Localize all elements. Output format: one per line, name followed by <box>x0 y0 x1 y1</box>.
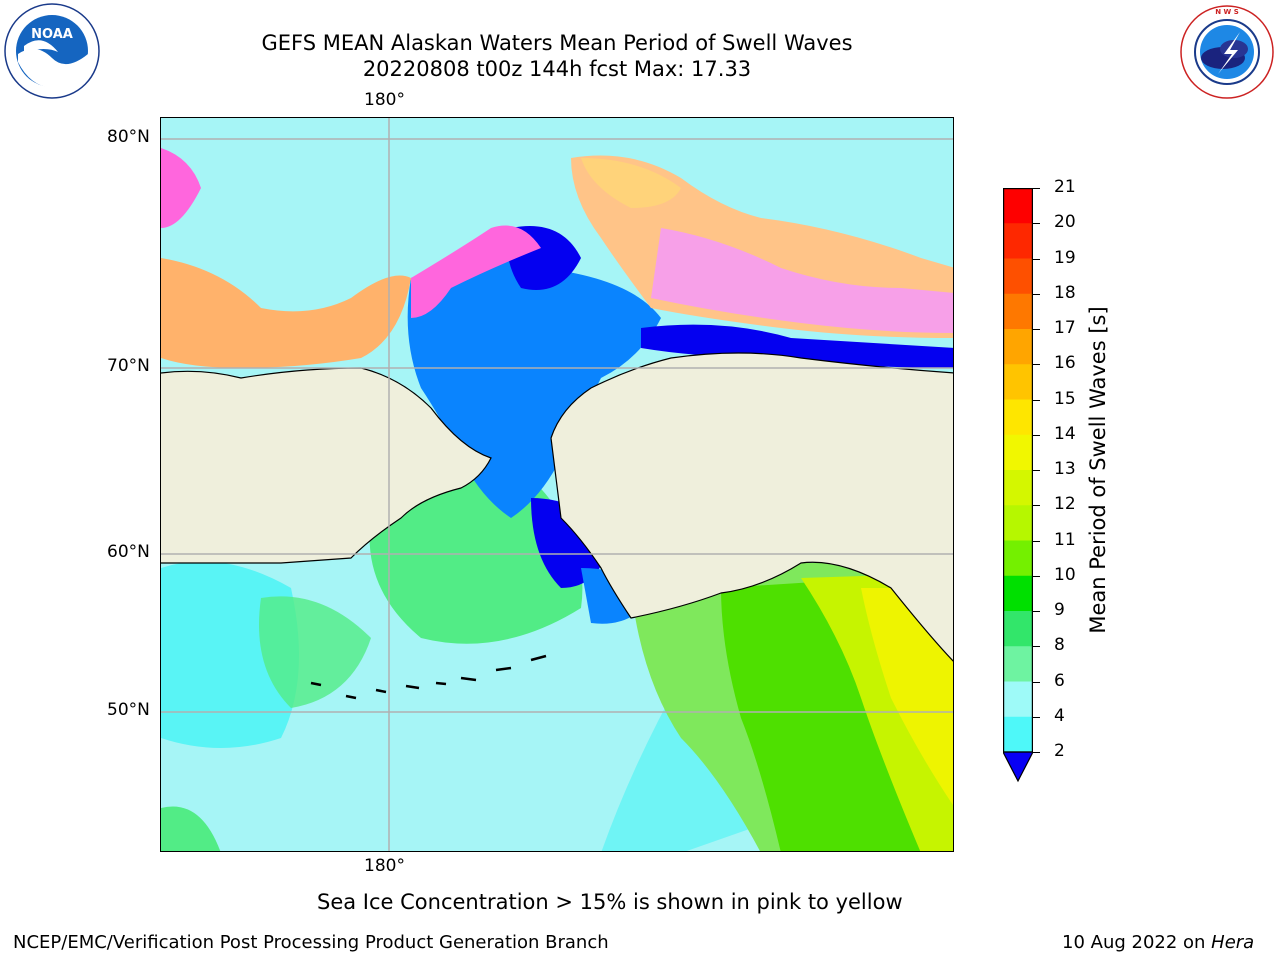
footer-branch: NCEP/EMC/Verification Post Processing Pr… <box>13 932 609 953</box>
colorbar-tick-mark <box>1033 293 1040 295</box>
colorbar-tick-mark <box>1033 505 1040 507</box>
colorbar-band <box>1003 540 1033 577</box>
colorbar-band <box>1003 611 1033 647</box>
noaa-logo: NOAA <box>2 2 102 100</box>
colorbar-tick-mark <box>1033 329 1040 330</box>
colorbar-tick-mark <box>1033 364 1040 366</box>
map-panel <box>160 117 954 852</box>
colorbar-tick-mark <box>1033 646 1040 648</box>
map-title-line1: GEFS MEAN Alaskan Waters Mean Period of … <box>261 31 853 55</box>
colorbar-band <box>1003 188 1033 224</box>
colorbar-tick-mark <box>1033 470 1040 471</box>
colorbar-band <box>1003 646 1033 682</box>
footer-date-text: 10 Aug 2022 on <box>1062 932 1212 953</box>
lon-label-bottom: 180° <box>364 856 405 876</box>
colorbar-tick-label: 19 <box>1054 247 1076 268</box>
colorbar-tick-mark <box>1033 611 1040 612</box>
lat-label-80n: 80°N <box>107 127 150 147</box>
footer-host: Hera <box>1211 932 1255 953</box>
colorbar-tick-mark <box>1033 716 1040 718</box>
colorbar-tick-label: 16 <box>1054 353 1076 374</box>
nws-logo: N W S <box>1178 4 1276 100</box>
colorbar-tick-label: 2 <box>1054 741 1065 761</box>
colorbar-tick-label: 17 <box>1054 318 1076 338</box>
colorbar-tick-label: 10 <box>1054 564 1076 585</box>
noaa-logo-text: NOAA <box>31 27 73 42</box>
colorbar-tick-label: 12 <box>1054 494 1076 515</box>
colorbar-tick-mark <box>1033 188 1040 189</box>
colorbar-tick-mark <box>1033 223 1040 225</box>
lat-label-70n: 70°N <box>107 356 150 376</box>
footer-date: 10 Aug 2022 on Hera <box>1062 932 1254 953</box>
colorbar-band <box>1003 329 1033 365</box>
colorbar-tick-label: 8 <box>1054 635 1065 656</box>
colorbar-tick-mark <box>1033 399 1040 401</box>
colorbar-band <box>1003 258 1033 295</box>
colorbar-tick-label: 11 <box>1054 529 1076 550</box>
colorbar-tick-mark <box>1033 258 1040 260</box>
colorbar-tick-label: 9 <box>1054 600 1065 620</box>
map-title-line2: 20220808 t00z 144h fcst Max: 17.33 <box>362 57 752 81</box>
colorbar-band <box>1003 364 1033 400</box>
colorbar-band <box>1003 575 1033 612</box>
colorbar-band <box>1003 470 1033 506</box>
colorbar-tick-mark <box>1033 575 1040 577</box>
colorbar-tick-mark <box>1033 752 1040 753</box>
colorbar-tick-mark <box>1033 434 1040 436</box>
colorbar-band <box>1003 399 1033 436</box>
lat-label-60n: 60°N <box>107 542 150 562</box>
lon-label-top: 180° <box>364 90 405 110</box>
colorbar-tick-label: 20 <box>1054 212 1076 233</box>
colorbar-tick-mark <box>1033 681 1040 683</box>
colorbar-tick-label: 4 <box>1054 705 1065 726</box>
colorbar-tick-label: 21 <box>1054 177 1076 197</box>
colorbar <box>1002 188 1034 783</box>
sea-ice-note: Sea Ice Concentration > 15% is shown in … <box>317 890 903 914</box>
colorbar-tick-label: 13 <box>1054 459 1076 479</box>
colorbar-band <box>1003 505 1033 541</box>
colorbar-label: Mean Period of Swell Waves [s] <box>1086 306 1110 634</box>
colorbar-band <box>1003 434 1033 471</box>
lat-label-50n: 50°N <box>107 700 150 720</box>
colorbar-band <box>1003 681 1033 718</box>
colorbar-tick-label: 18 <box>1054 282 1076 303</box>
colorbar-band <box>1003 716 1033 753</box>
colorbar-tick-mark <box>1033 540 1040 542</box>
svg-text:N W S: N W S <box>1215 8 1239 16</box>
colorbar-tick-label: 6 <box>1054 670 1065 691</box>
colorbar-tick-label: 15 <box>1054 388 1076 409</box>
colorbar-band <box>1003 223 1033 259</box>
colorbar-tick-label: 14 <box>1054 423 1076 444</box>
colorbar-band <box>1003 293 1033 330</box>
